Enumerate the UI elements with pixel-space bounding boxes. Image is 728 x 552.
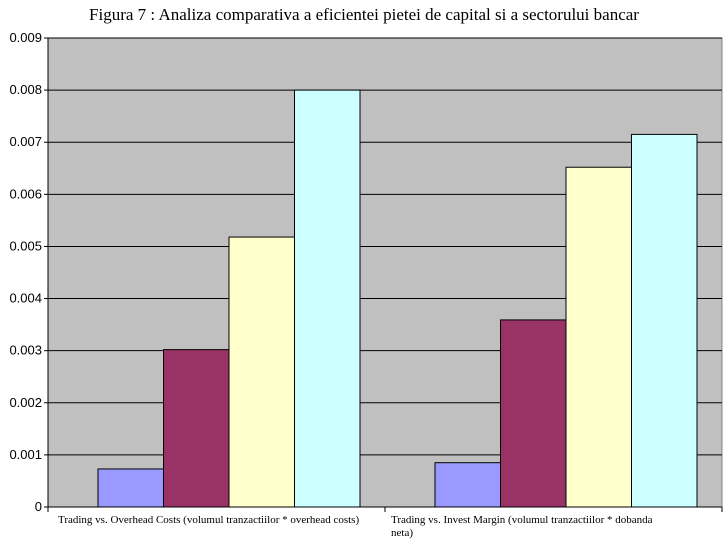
y-tick-label: 0.005 <box>9 238 42 253</box>
bar <box>97 468 164 508</box>
bar <box>163 349 230 508</box>
chart-title: Figura 7 : Analiza comparativa a eficien… <box>89 5 639 24</box>
x-category-label: Trading vs. Invest Margin (volumul tranz… <box>391 514 653 539</box>
y-tick-label: 0.002 <box>9 395 42 410</box>
y-tick-label: 0.003 <box>9 343 42 358</box>
y-tick-label: 0.009 <box>9 30 42 45</box>
bar <box>228 236 295 508</box>
y-tick-label: 0.008 <box>9 82 42 97</box>
bars <box>97 89 698 508</box>
bar <box>500 319 567 508</box>
y-tick-label: 0.006 <box>9 186 42 201</box>
y-tick-label: 0 <box>35 499 42 514</box>
bar <box>294 89 361 508</box>
bar <box>631 133 698 508</box>
x-category-label: Trading vs. Overhead Costs (volumul tran… <box>58 514 359 526</box>
axes <box>47 38 723 512</box>
y-tick-label: 0.007 <box>9 134 42 149</box>
y-tick-label: 0.004 <box>9 291 42 306</box>
tick-labels: 0 0.001 0.002 0.003 0.004 0.005 0.006 0.007 0.00… <box>9 30 652 539</box>
bar <box>434 462 501 508</box>
bar <box>565 166 632 508</box>
y-tick-label: 0.001 <box>9 447 42 462</box>
